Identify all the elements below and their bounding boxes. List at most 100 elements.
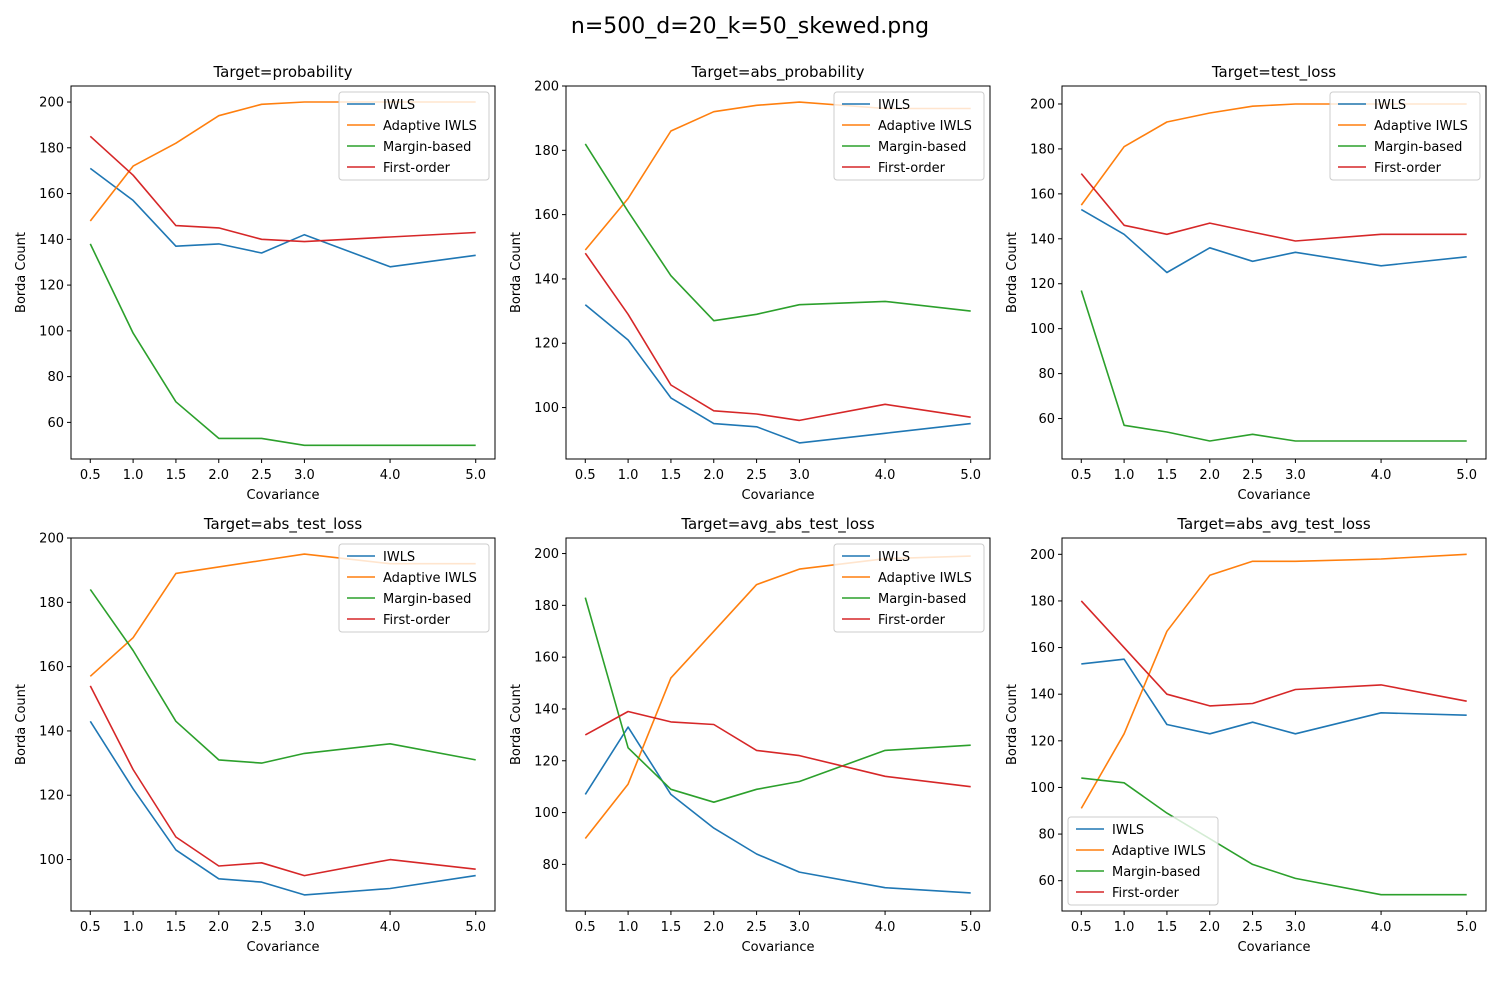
plot-frame <box>1061 85 1487 460</box>
legend-label: First-order <box>878 613 946 628</box>
x-tick-label: 4.0 <box>1371 468 1392 483</box>
y-tick-label: 160 <box>1030 187 1055 202</box>
legend-label: Adaptive IWLS <box>878 119 972 134</box>
series-line-iwls <box>584 304 971 444</box>
series-line-margin-based <box>89 243 476 447</box>
subplot-title: Target=avg_abs_test_loss <box>680 515 875 534</box>
legend-box <box>833 91 985 181</box>
y-tick-label: 180 <box>534 144 559 159</box>
subplot-title: Target=abs_test_loss <box>203 515 362 534</box>
legend: IWLS Adaptive IWLS Margin-based First-order <box>833 543 985 633</box>
x-tick-label: 1.0 <box>618 468 639 483</box>
y-tick-label: 60 <box>1038 412 1055 427</box>
plot-frame <box>565 85 991 460</box>
series-line-adaptive-iwls <box>1080 553 1467 809</box>
y-tick-label: 200 <box>1030 97 1055 112</box>
y-tick-label: 180 <box>39 596 64 611</box>
legend-label: First-order <box>383 613 451 628</box>
y-tick-label: 200 <box>534 547 559 562</box>
x-tick-label: 2.5 <box>746 468 767 483</box>
x-tick-label: 0.5 <box>1071 920 1092 935</box>
x-tick-label: 2.5 <box>1242 468 1263 483</box>
y-tick-label: 160 <box>39 187 64 202</box>
plot-frame <box>565 537 991 912</box>
y-tick-label: 120 <box>39 789 64 804</box>
legend-label: Margin-based <box>383 592 471 607</box>
x-tick-label: 5.0 <box>960 920 981 935</box>
x-axis-label: Covariance <box>247 940 320 955</box>
y-tick-label: 60 <box>1038 874 1055 889</box>
x-tick-label: 1.0 <box>1114 920 1135 935</box>
x-axis-label: Covariance <box>742 940 815 955</box>
series-line-first-order <box>1080 173 1467 242</box>
x-tick-label: 2.5 <box>251 920 272 935</box>
x-tick-label: 1.0 <box>1114 468 1135 483</box>
y-tick-label: 120 <box>1030 277 1055 292</box>
legend-label: Margin-based <box>383 140 471 155</box>
y-tick-label: 180 <box>39 141 64 156</box>
y-tick-label: 140 <box>534 272 559 287</box>
legend-label: IWLS <box>383 550 415 565</box>
y-tick-label: 100 <box>534 806 559 821</box>
series-line-first-order <box>89 135 476 243</box>
x-tick-label: 2.0 <box>703 920 724 935</box>
legend-label: IWLS <box>878 98 910 113</box>
subplot-5: Target=avg_abs_test_loss 0.5 1.0 1.5 2.0 2.5 3… <box>509 515 991 955</box>
legend-box <box>833 543 985 633</box>
subplot-4: Target=abs_test_loss 0.5 1.0 1.5 2.0 2.5 3.0 4.… <box>14 515 496 955</box>
x-tick-label: 2.0 <box>208 920 229 935</box>
subplot-title: Target=abs_avg_test_loss <box>1176 515 1371 534</box>
x-tick-label: 5.0 <box>1456 920 1477 935</box>
x-tick-label: 5.0 <box>465 920 486 935</box>
x-tick-label: 3.0 <box>1285 468 1306 483</box>
y-tick-label: 200 <box>39 96 64 111</box>
x-tick-label: 2.0 <box>208 468 229 483</box>
x-tick-label: 4.0 <box>875 920 896 935</box>
subplot-6: Target=abs_avg_test_loss 0.5 1.0 1.5 2.0 2.5 3… <box>1005 515 1487 955</box>
legend-label: IWLS <box>1112 823 1144 838</box>
y-tick-label: 140 <box>39 724 64 739</box>
y-tick-label: 200 <box>39 532 64 547</box>
x-tick-label: 2.5 <box>251 468 272 483</box>
y-tick-label: 80 <box>1038 828 1055 843</box>
subplot-3: Target=test_loss 0.5 1.0 1.5 2.0 2.5 3.0 4.0 5.0… <box>1005 63 1487 503</box>
y-tick-label: 120 <box>39 279 64 294</box>
y-axis-label: Borda Count <box>14 232 29 313</box>
y-axis-label: Borda Count <box>14 684 29 765</box>
series-line-margin-based <box>1080 290 1467 442</box>
y-tick-label: 180 <box>1030 594 1055 609</box>
legend-label: IWLS <box>878 550 910 565</box>
legend-label: First-order <box>1112 886 1180 901</box>
legend-label: Adaptive IWLS <box>383 119 477 134</box>
x-tick-label: 1.5 <box>166 920 187 935</box>
x-tick-label: 2.0 <box>1199 468 1220 483</box>
series-line-first-order <box>1080 600 1467 707</box>
x-tick-label: 1.5 <box>1157 920 1178 935</box>
x-tick-label: 3.0 <box>789 468 810 483</box>
legend-label: Adaptive IWLS <box>383 571 477 586</box>
series-line-first-order <box>584 252 971 422</box>
y-tick-label: 100 <box>1030 781 1055 796</box>
legend-box <box>338 91 490 181</box>
x-tick-label: 1.0 <box>618 920 639 935</box>
series-line-margin-based <box>584 143 971 322</box>
y-axis-label: Borda Count <box>509 232 524 313</box>
y-tick-label: 180 <box>534 599 559 614</box>
subplot-1: Target=probability 0.5 1.0 1.5 2.0 2.5 3.0 4.0 5… <box>14 63 496 503</box>
y-axis-label: Borda Count <box>1005 232 1020 313</box>
series-line-first-order <box>89 685 476 877</box>
legend: IWLS Adaptive IWLS Margin-based First-order <box>1329 91 1481 181</box>
legend-label: First-order <box>1374 161 1442 176</box>
legend: IWLS Adaptive IWLS Margin-based First-order <box>338 543 490 633</box>
legend: IWLS Adaptive IWLS Margin-based First-order <box>833 91 985 181</box>
x-tick-label: 4.0 <box>380 468 401 483</box>
y-tick-label: 80 <box>47 370 64 385</box>
x-tick-label: 1.5 <box>661 920 682 935</box>
legend-label: Margin-based <box>1112 865 1200 880</box>
x-axis-label: Covariance <box>1238 940 1311 955</box>
x-tick-label: 5.0 <box>1456 468 1477 483</box>
series-line-iwls <box>1081 658 1467 735</box>
y-axis-label: Borda Count <box>1005 684 1020 765</box>
x-tick-label: 3.0 <box>294 920 315 935</box>
x-tick-label: 3.0 <box>294 468 315 483</box>
